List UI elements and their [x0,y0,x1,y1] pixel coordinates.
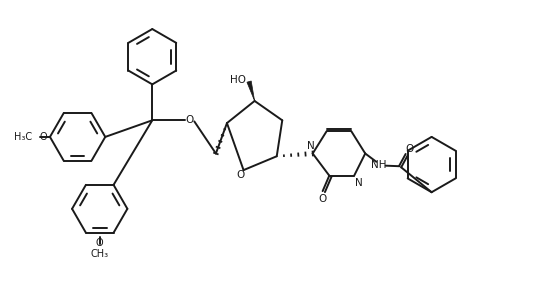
Text: N: N [307,141,315,151]
Text: CH₃: CH₃ [91,249,109,258]
Text: O: O [405,143,414,154]
Text: HO: HO [230,75,247,85]
Text: H₃C: H₃C [14,132,32,142]
Text: NH: NH [371,160,387,169]
Text: O: O [40,132,47,142]
Text: O: O [236,169,245,180]
Text: O: O [318,194,326,204]
Text: N: N [356,178,363,188]
Polygon shape [247,81,254,101]
Text: O: O [96,238,103,248]
Text: O: O [186,115,194,125]
